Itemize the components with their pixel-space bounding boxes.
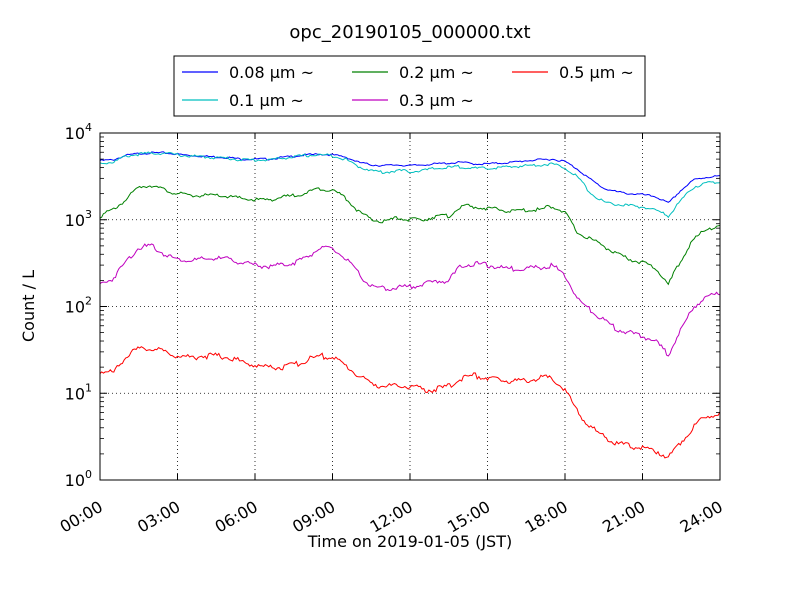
series-line-2 bbox=[99, 151, 721, 219]
y-axis-label: Count / L bbox=[19, 270, 38, 342]
y-tick-label: 103 bbox=[65, 208, 92, 230]
y-tick-label: 104 bbox=[65, 121, 92, 143]
series-layer bbox=[99, 151, 721, 459]
series-line-3 bbox=[99, 185, 721, 286]
series-line-5 bbox=[99, 346, 721, 459]
y-tick-label: 101 bbox=[65, 381, 92, 403]
grid-layer bbox=[100, 133, 720, 480]
legend-label: 0.3 μm ~ bbox=[399, 91, 474, 110]
series-line-4 bbox=[99, 243, 721, 357]
y-tick-label: 100 bbox=[65, 468, 92, 490]
legend-frame bbox=[173, 55, 646, 117]
legend: 0.08 μm ~ 0.1 μm ~ 0.2 μm ~ 0.3 μm ~ 0.5 μm … bbox=[173, 55, 646, 117]
legend-label: 0.08 μm ~ bbox=[229, 63, 314, 82]
chart-title: opc_20190105_000000.txt bbox=[289, 22, 530, 43]
x-axis-label: Time on 2019-01-05 (JST) bbox=[307, 532, 512, 551]
y-tick-label: 102 bbox=[65, 295, 92, 317]
legend-label: 0.2 μm ~ bbox=[399, 63, 474, 82]
legend-label: 0.5 μm ~ bbox=[559, 63, 634, 82]
legend-label: 0.1 μm ~ bbox=[229, 91, 304, 110]
